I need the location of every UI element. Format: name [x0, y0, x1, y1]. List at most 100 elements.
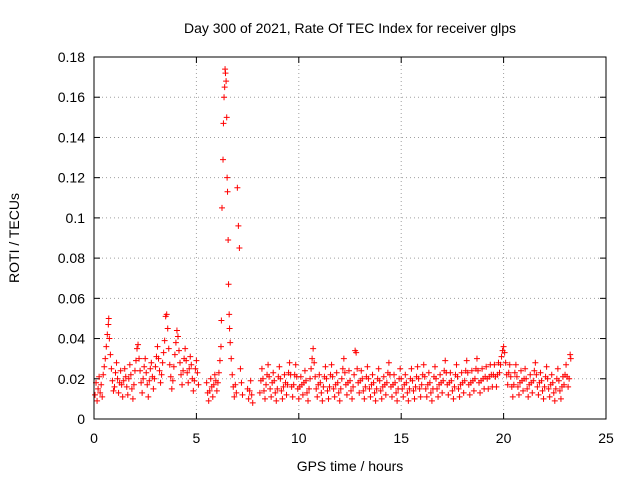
data-point [437, 371, 444, 378]
data-point [161, 337, 168, 344]
data-point [433, 375, 440, 382]
data-point [183, 357, 190, 364]
data-point [308, 365, 315, 372]
data-point [148, 359, 155, 366]
data-point [316, 371, 323, 378]
data-point [221, 84, 228, 91]
data-point [455, 385, 462, 392]
data-point [157, 379, 164, 386]
y-tick-label: 0.04 [58, 331, 85, 347]
data-point [434, 385, 441, 392]
data-point [485, 385, 492, 392]
data-point [229, 371, 236, 378]
data-point [110, 387, 117, 394]
data-point [365, 375, 372, 382]
y-axis-label: ROTI / TECUs [6, 193, 22, 283]
x-tick-label: 10 [291, 430, 307, 446]
data-point [193, 357, 200, 364]
data-point [139, 389, 146, 396]
data-point [128, 385, 135, 392]
data-point [138, 379, 145, 386]
data-point [113, 359, 120, 366]
data-point [543, 363, 550, 370]
data-point [556, 387, 563, 394]
data-point [160, 349, 167, 356]
data-point [318, 389, 325, 396]
data-point [511, 369, 518, 376]
data-point [299, 391, 306, 398]
data-point [317, 379, 324, 386]
data-point [406, 385, 413, 392]
data-point [454, 373, 461, 380]
data-point [345, 367, 352, 374]
data-point [278, 387, 285, 394]
data-point [376, 377, 383, 384]
data-point [545, 385, 552, 392]
data-point [404, 389, 411, 396]
data-point [399, 385, 406, 392]
y-tick-label: 0.16 [58, 89, 85, 105]
data-point [182, 345, 189, 352]
data-point [96, 373, 103, 380]
data-point [234, 184, 241, 191]
y-tick-label: 0 [77, 411, 85, 427]
data-point [540, 395, 547, 402]
data-point [567, 351, 574, 358]
data-point [248, 391, 255, 398]
data-point [369, 371, 376, 378]
data-point [322, 363, 329, 370]
data-point [565, 383, 572, 390]
data-point [329, 373, 336, 380]
data-point [418, 381, 425, 388]
data-point [106, 335, 113, 342]
data-point [262, 395, 269, 402]
data-point [566, 375, 573, 382]
data-point [515, 391, 522, 398]
data-point [158, 371, 165, 378]
data-point [347, 377, 353, 384]
data-point [370, 379, 377, 386]
data-point [145, 393, 152, 400]
data-point [567, 355, 574, 362]
data-point [203, 379, 210, 386]
y-tick-label: 0.1 [66, 210, 86, 226]
data-point [539, 387, 546, 394]
data-point [226, 325, 233, 332]
data-point [450, 395, 457, 402]
data-point [295, 395, 302, 402]
data-point [350, 383, 357, 390]
data-point [192, 365, 199, 372]
x-tick-labels: 0 5 10 15 20 25 [90, 430, 614, 446]
data-point [180, 367, 187, 374]
data-point [408, 365, 415, 372]
data-point [107, 351, 114, 358]
data-point [292, 361, 299, 368]
data-point [312, 373, 319, 380]
data-point [94, 397, 101, 404]
data-point [108, 365, 115, 372]
data-point [270, 369, 277, 376]
data-point [496, 369, 503, 376]
data-point [479, 365, 486, 372]
data-point [534, 383, 541, 390]
data-point [326, 383, 333, 390]
data-point [225, 237, 232, 244]
data-point [216, 357, 223, 364]
data-point [310, 345, 317, 352]
data-point [120, 377, 127, 384]
data-point [428, 397, 435, 404]
data-point [306, 385, 313, 392]
data-point [179, 381, 186, 388]
data-point [361, 395, 368, 402]
data-point [348, 387, 355, 394]
data-point [412, 383, 419, 390]
data-point [314, 393, 321, 400]
data-point [263, 381, 270, 388]
data-point [205, 397, 212, 404]
data-point [468, 367, 475, 374]
data-point [220, 156, 227, 163]
data-point [383, 379, 390, 386]
data-point [118, 381, 125, 388]
data-point [194, 369, 201, 376]
